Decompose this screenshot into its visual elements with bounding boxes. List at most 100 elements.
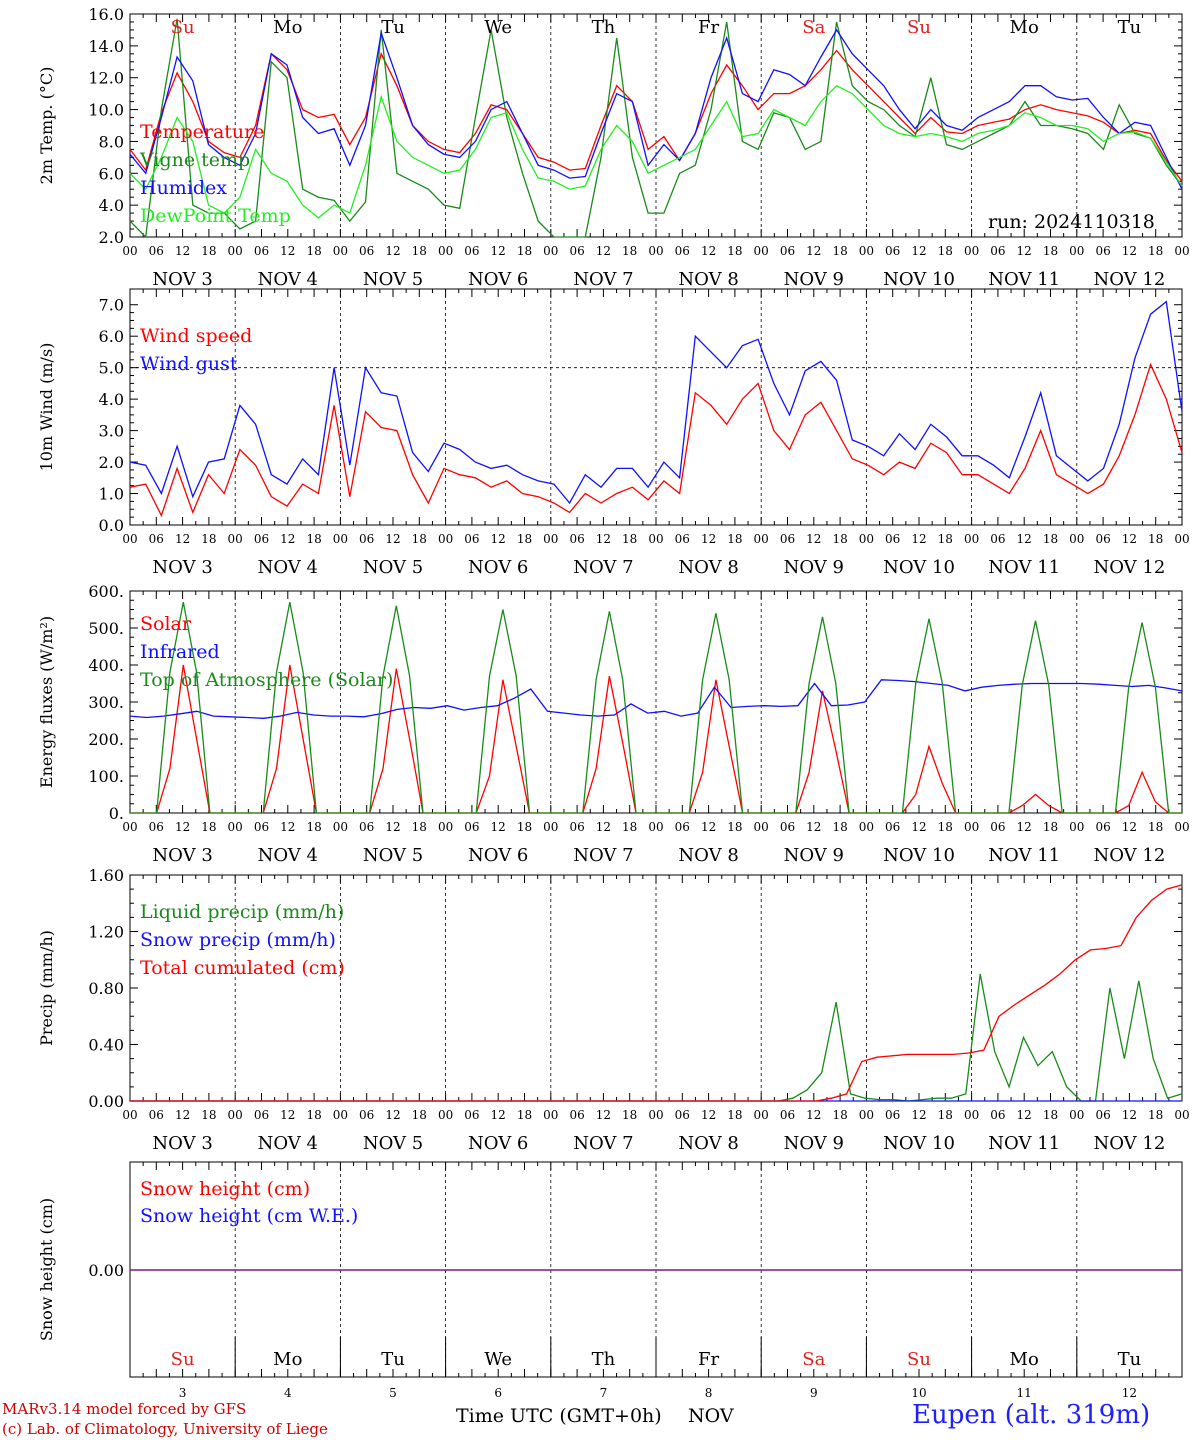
hour-tick-label: 12 [1017,532,1032,546]
legend-entry: Solar [140,613,192,635]
hour-tick-label: 00 [333,532,348,546]
date-label: NOV 4 [258,557,318,578]
hour-tick-label: 12 [806,532,821,546]
hour-tick-label: 00 [543,244,558,258]
hour-tick-label: 06 [464,1108,479,1122]
hour-tick-label: 18 [622,1108,637,1122]
hour-tick-label: 18 [727,820,742,834]
y-tick-label: 12.0 [88,69,124,88]
date-label: NOV 5 [363,1133,423,1154]
hour-tick-label: 12 [280,1108,295,1122]
date-label: NOV 6 [468,557,528,578]
y-axis-label: 2m Temp. (°C) [37,67,56,185]
hour-tick-label: 18 [1043,1108,1058,1122]
hour-tick-label: 18 [1148,244,1163,258]
date-label: NOV 4 [258,845,318,866]
hour-tick-label: 00 [1174,820,1189,834]
hour-tick-label: 06 [1095,244,1110,258]
hour-tick-label: 18 [306,532,321,546]
y-tick-label: 600. [88,582,124,601]
hour-tick-label: 06 [675,532,690,546]
date-label: NOV 12 [1093,1133,1165,1154]
date-label: NOV 7 [573,1133,633,1154]
y-tick-label: 1.20 [88,923,124,942]
hour-tick-label: 18 [201,532,216,546]
weekday-label-bottom: Mo [273,1349,302,1370]
hour-tick-label: 12 [1122,244,1137,258]
hour-tick-label: 00 [438,532,453,546]
date-label: NOV 8 [678,1133,738,1154]
hour-tick-label: 18 [1043,244,1058,258]
y-tick-label: 0.0 [99,516,124,535]
weekday-label-bottom: Sa [802,1349,825,1370]
date-label: NOV 9 [784,845,844,866]
hour-tick-label: 12 [911,820,926,834]
hour-tick-label: 18 [1148,532,1163,546]
hour-tick-label: 18 [727,244,742,258]
hour-tick-label: 06 [990,532,1005,546]
y-tick-label: 300. [88,693,124,712]
legend-entry: Infrared [140,641,220,663]
hour-tick-label: 00 [543,820,558,834]
hour-tick-label: 12 [596,820,611,834]
weekday-label-bottom: Su [171,1349,195,1370]
y-axis-label: Precip (mm/h) [37,930,56,1046]
hour-tick-label: 00 [859,244,874,258]
hour-tick-label: 12 [596,532,611,546]
series-line-dewpoint-temp [129,84,1183,219]
date-label: NOV 12 [1093,269,1165,290]
date-label: NOV 9 [784,1133,844,1154]
hour-tick-label: 06 [990,820,1005,834]
series-line-top-of-atmosphere-solar- [130,601,1182,814]
series-line-wind-gust [129,300,1183,505]
date-label: NOV 3 [152,557,212,578]
y-tick-label: 6.0 [99,164,124,183]
series-line-humidex [129,28,1183,190]
weekday-label-top: Mo [1010,17,1039,38]
hour-tick-label: 00 [333,820,348,834]
hour-tick-label: 06 [569,244,584,258]
hour-tick-label: 06 [990,244,1005,258]
hour-tick-label: 12 [385,244,400,258]
weekday-label-top: Su [907,17,931,38]
hour-tick-label: 00 [754,244,769,258]
weekday-label-bottom: We [484,1349,512,1370]
hour-tick-label: 18 [832,244,847,258]
hour-tick-label: 00 [333,1108,348,1122]
date-label: NOV 3 [152,269,212,290]
hour-tick-label: 06 [254,820,269,834]
hour-tick-label: 06 [359,532,374,546]
legend-entry: Wind gust [140,353,238,375]
hour-tick-label: 06 [675,820,690,834]
y-tick-label: 200. [88,730,124,749]
hour-tick-label: 12 [1017,820,1032,834]
hour-tick-label: 18 [938,1108,953,1122]
hour-tick-label: 12 [491,532,506,546]
y-axis-label: 10m Wind (m/s) [37,343,56,472]
hour-tick-label: 06 [149,820,164,834]
hour-tick-label: 06 [569,820,584,834]
date-label: NOV 5 [363,845,423,866]
hour-tick-label: 06 [569,532,584,546]
hour-tick-label: 12 [1017,1108,1032,1122]
hour-tick-label: 18 [1148,820,1163,834]
weekday-label-top: Sa [802,17,825,38]
y-tick-label: 4.0 [99,390,124,409]
date-label: NOV 12 [1093,845,1165,866]
panel-frame-temperature [129,13,1183,238]
hour-tick-label: 18 [412,820,427,834]
hour-tick-label: 00 [754,820,769,834]
hour-tick-label: 00 [1069,1108,1084,1122]
date-label: NOV 6 [468,1133,528,1154]
weekday-label-top: Tu [381,17,405,38]
hour-tick-label: 18 [306,1108,321,1122]
y-tick-label: 14.0 [88,37,124,56]
hour-tick-label: 12 [701,820,716,834]
hour-tick-label: 06 [780,1108,795,1122]
date-label: NOV 10 [883,845,955,866]
hour-tick-label: 06 [885,820,900,834]
hour-tick-label: 00 [122,820,137,834]
y-tick-label: 0.40 [88,1036,124,1055]
weekday-label-bottom: Th [592,1349,616,1370]
